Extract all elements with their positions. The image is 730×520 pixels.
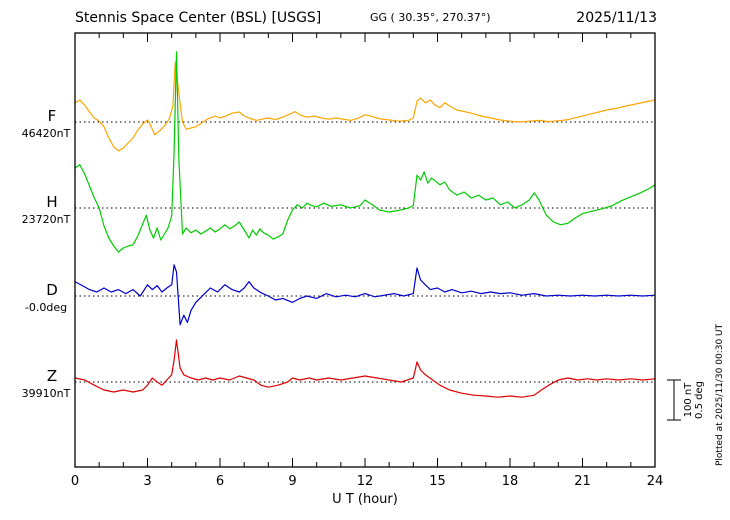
date-label: 2025/11/13 [576,10,657,26]
x-tick-label: 3 [143,474,151,489]
geo-coordinates-label: GG ( 30.35°, 270.37°) [370,11,491,24]
series-label-d: D [46,281,58,299]
baseline-gridlines [75,121,655,383]
axes-frame [74,32,656,468]
x-tick-label: 24 [647,474,664,489]
scale-bar: 100 nT 0.5 deg [667,379,705,421]
x-tick-label: 0 [71,474,79,489]
series-label-h: H [46,193,57,211]
trace-lines [74,51,656,398]
x-tick-label: 6 [216,474,224,489]
series-value-f: 46420nT [22,127,71,140]
x-tick-label: 12 [357,474,374,489]
scale-deg-label: 0.5 deg [694,381,705,419]
x-tick-label: 15 [429,474,446,489]
plotted-at-label: Plotted at 2025/11/30 00:30 UT [715,323,725,466]
x-tick-labels: 0 3 6 9 12 15 18 21 24 [71,474,663,489]
x-tick-label: 18 [502,474,519,489]
series-label-f: F [48,107,57,125]
series-value-d: -0.0deg [25,301,67,314]
page-title: Stennis Space Center (BSL) [USGS] [75,10,321,26]
series-value-h: 23720nT [22,213,71,226]
x-tick-label: 21 [574,474,591,489]
scale-nt-label: 100 nT [683,382,694,418]
x-tick-label: 9 [288,474,296,489]
series-value-z: 39910nT [22,387,71,400]
x-axis-label: U T (hour) [332,492,398,507]
series-label-z: Z [47,367,57,385]
